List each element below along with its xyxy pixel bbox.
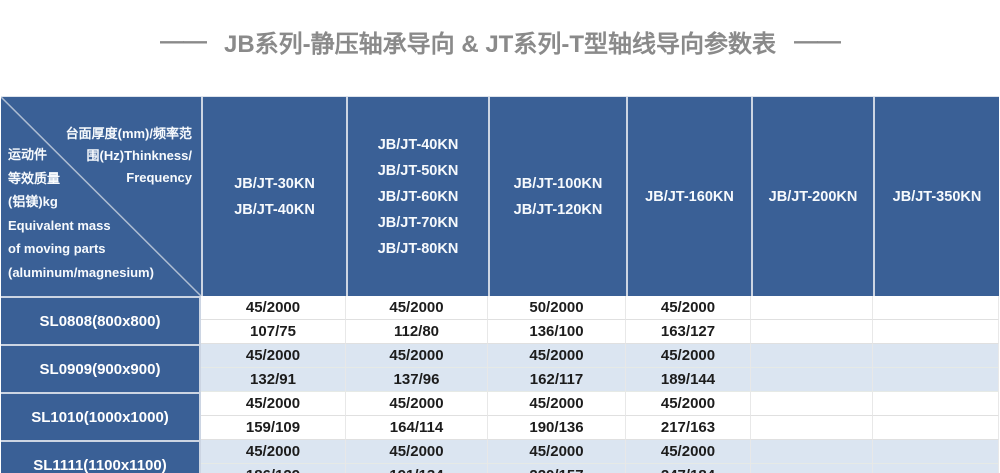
equivalent-mass-cell: 137/96 <box>346 368 488 392</box>
thickness-frequency-cell: 45/2000 <box>626 344 751 368</box>
column-header-jb-jt-100-120kn: JB/JT-100KN JB/JT-120KN <box>488 97 626 296</box>
equivalent-mass-cell <box>873 320 999 344</box>
thickness-frequency-cell: 45/2000 <box>346 392 488 416</box>
corner-line: (铝镁)kg <box>8 194 58 209</box>
title-dash-right: —— <box>794 27 841 55</box>
row-label-sl1010: SL1010(1000x1000) <box>1 392 201 440</box>
title-text: JB系列-静压轴承导向 & JT系列-T型轴线导向参数表 <box>224 31 776 58</box>
column-header-line: JB/JT-80KN <box>377 240 459 257</box>
diagonal-divider-line <box>1 97 201 296</box>
column-header-line: JB/JT-40KN <box>377 136 459 153</box>
column-header-line: JB/JT-200KN <box>768 188 858 205</box>
equivalent-mass-cell: 159/109 <box>201 416 346 440</box>
thickness-frequency-cell: 45/2000 <box>626 296 751 320</box>
corner-top-right-label: 台面厚度(mm)/频率范 围(Hz)Thinkness/ Frequency <box>66 123 192 189</box>
equivalent-mass-cell <box>873 368 999 392</box>
thickness-frequency-cell: 45/2000 <box>346 296 488 320</box>
corner-line: 运动件 <box>8 147 48 162</box>
equivalent-mass-cell: 132/91 <box>201 368 346 392</box>
title-dash-left: —— <box>160 27 207 55</box>
equivalent-mass-cell <box>873 416 999 440</box>
column-header-line: JB/JT-100KN <box>513 175 603 192</box>
column-header-line: JB/JT-30KN <box>234 175 315 192</box>
corner-line: of moving parts <box>8 241 106 256</box>
thickness-frequency-cell <box>751 392 873 416</box>
thickness-frequency-cell: 50/2000 <box>488 296 626 320</box>
equivalent-mass-cell: 112/80 <box>346 320 488 344</box>
thickness-frequency-cell: 45/2000 <box>346 440 488 464</box>
corner-line: 台面厚度(mm)/频率范 <box>65 126 192 141</box>
corner-line: (aluminum/magnesium) <box>8 264 154 280</box>
column-header-jb-jt-200kn: JB/JT-200KN <box>751 97 873 296</box>
corner-line: Equivalent mass <box>8 217 111 233</box>
corner-bottom-left-label: 运动件 等效质量 (铝镁)kg Equivalent mass of movin… <box>8 143 154 284</box>
equivalent-mass-cell: 191/134 <box>346 464 488 473</box>
thickness-frequency-cell <box>873 344 999 368</box>
equivalent-mass-cell: 163/127 <box>626 320 751 344</box>
corner-line: 等效质量 <box>8 170 61 186</box>
thickness-frequency-cell <box>873 296 999 320</box>
equivalent-mass-cell: 162/117 <box>488 368 626 392</box>
parameter-table: 台面厚度(mm)/频率范 围(Hz)Thinkness/ Frequency 运… <box>1 96 999 473</box>
thickness-frequency-cell <box>873 392 999 416</box>
equivalent-mass-cell: 164/114 <box>346 416 488 440</box>
equivalent-mass-cell: 186/129 <box>201 464 346 473</box>
corner-line: Frequency <box>126 170 192 185</box>
corner-header-cell: 台面厚度(mm)/频率范 围(Hz)Thinkness/ Frequency 运… <box>1 97 201 296</box>
equivalent-mass-cell <box>751 464 873 473</box>
thickness-frequency-cell: 45/2000 <box>346 344 488 368</box>
column-header-line: JB/JT-60KN <box>377 188 459 205</box>
thickness-frequency-cell: 45/2000 <box>488 344 626 368</box>
column-header-jb-jt-160kn: JB/JT-160KN <box>626 97 751 296</box>
equivalent-mass-cell: 189/144 <box>626 368 751 392</box>
equivalent-mass-cell <box>751 368 873 392</box>
thickness-frequency-cell: 45/2000 <box>488 392 626 416</box>
column-header-line: JB/JT-70KN <box>377 214 459 231</box>
equivalent-mass-cell <box>751 416 873 440</box>
column-header-line: JB/JT-120KN <box>513 201 603 218</box>
equivalent-mass-cell: 217/163 <box>626 416 751 440</box>
row-label-sl0808: SL0808(800x800) <box>1 296 201 344</box>
thickness-frequency-cell: 45/2000 <box>626 440 751 464</box>
thickness-frequency-cell: 45/2000 <box>201 344 346 368</box>
thickness-frequency-cell: 45/2000 <box>626 392 751 416</box>
equivalent-mass-cell <box>873 464 999 473</box>
thickness-frequency-cell: 45/2000 <box>201 440 346 464</box>
row-label-sl1111: SL1111(1100x1100) <box>1 440 201 473</box>
thickness-frequency-cell: 45/2000 <box>201 296 346 320</box>
equivalent-mass-cell: 107/75 <box>201 320 346 344</box>
thickness-frequency-cell <box>751 296 873 320</box>
column-header-line: JB/JT-50KN <box>377 162 459 179</box>
equivalent-mass-cell <box>751 320 873 344</box>
column-header-jb-jt-350kn: JB/JT-350KN <box>873 97 999 296</box>
equivalent-mass-cell: 190/136 <box>488 416 626 440</box>
thickness-frequency-cell <box>751 344 873 368</box>
equivalent-mass-cell: 136/100 <box>488 320 626 344</box>
equivalent-mass-cell: 220/157 <box>488 464 626 473</box>
equivalent-mass-cell: 247/184 <box>626 464 751 473</box>
column-header-jb-jt-40-80kn: JB/JT-40KN JB/JT-50KN JB/JT-60KN JB/JT-70KN… <box>346 97 488 296</box>
thickness-frequency-cell <box>751 440 873 464</box>
column-header-jb-jt-30-40kn: JB/JT-30KN JB/JT-40KN <box>201 97 346 296</box>
thickness-frequency-cell <box>873 440 999 464</box>
column-header-line: JB/JT-40KN <box>234 201 315 218</box>
corner-line: 围(Hz)Thinkness/ <box>86 148 192 163</box>
thickness-frequency-cell: 45/2000 <box>488 440 626 464</box>
thickness-frequency-cell: 45/2000 <box>201 392 346 416</box>
column-header-line: JB/JT-350KN <box>892 188 982 205</box>
row-label-sl0909: SL0909(900x900) <box>1 344 201 392</box>
page-title: —— JB系列-静压轴承导向 & JT系列-T型轴线导向参数表 —— <box>0 24 1000 59</box>
column-header-line: JB/JT-160KN <box>645 188 734 205</box>
